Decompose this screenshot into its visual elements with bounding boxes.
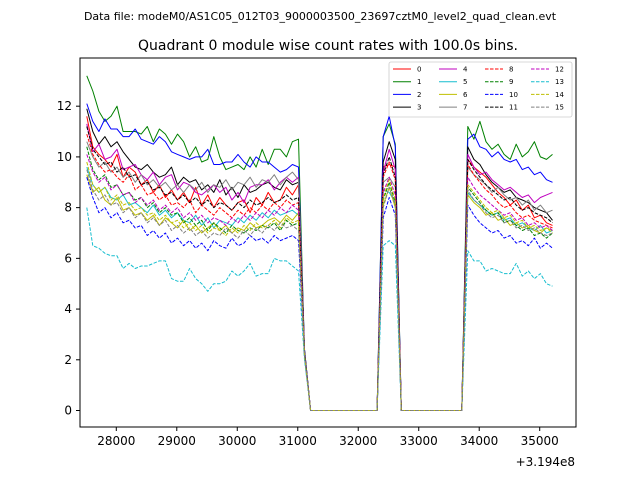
series-layer (86, 75, 553, 411)
y-axis: 0 2 4 6 8 10 12 (57, 99, 80, 418)
legend-label-13: 13 (555, 78, 564, 86)
legend-label-14: 14 (555, 91, 564, 99)
y-tick-label: 12 (57, 99, 72, 113)
series-line-15 (86, 169, 553, 411)
x-tick-label: 30000 (218, 434, 256, 448)
y-tick-label: 8 (64, 201, 72, 215)
plot-area (79, 57, 577, 428)
chart-title: Quadrant 0 module wise count rates with … (138, 38, 518, 54)
legend-label-5: 5 (463, 78, 467, 86)
legend-label-12: 12 (555, 66, 564, 74)
x-tick-label: 33000 (400, 434, 438, 448)
y-tick-label: 6 (64, 251, 72, 265)
x-tick-label: 32000 (339, 434, 377, 448)
x-offset-label: +3.194e8 (516, 455, 575, 469)
x-tick-label: 29000 (158, 434, 196, 448)
legend-label-10: 10 (509, 91, 518, 99)
legend-label-11: 11 (509, 104, 518, 112)
legend-label-6: 6 (463, 91, 468, 99)
y-tick-label: 0 (64, 404, 72, 418)
plot-frame (79, 57, 577, 428)
x-tick-label: 34000 (460, 434, 498, 448)
y-tick-label: 10 (57, 150, 72, 164)
plot-background (80, 58, 576, 427)
legend-label-2: 2 (417, 91, 421, 99)
series-line-8 (86, 133, 553, 411)
x-tick-label: 28000 (97, 434, 135, 448)
legend-label-8: 8 (509, 66, 513, 74)
y-tick-label: 4 (64, 302, 72, 316)
x-axis: 28000 29000 30000 31000 32000 33000 34000 35000 (97, 427, 559, 448)
x-tick-label: 35000 (521, 434, 559, 448)
legend-label-4: 4 (463, 66, 468, 74)
x-tick-label: 31000 (279, 434, 317, 448)
legend-label-1: 1 (417, 78, 421, 86)
legend-label-7: 7 (463, 104, 467, 112)
legend-label-9: 9 (509, 78, 513, 86)
y-tick-label: 2 (64, 353, 72, 367)
legend-label-3: 3 (417, 104, 421, 112)
suptitle: Data file: modeM0/AS1C05_012T03_90000035… (84, 10, 557, 23)
legend-label-0: 0 (417, 66, 421, 74)
legend-label-15: 15 (555, 104, 564, 112)
legend-frame (388, 61, 573, 118)
